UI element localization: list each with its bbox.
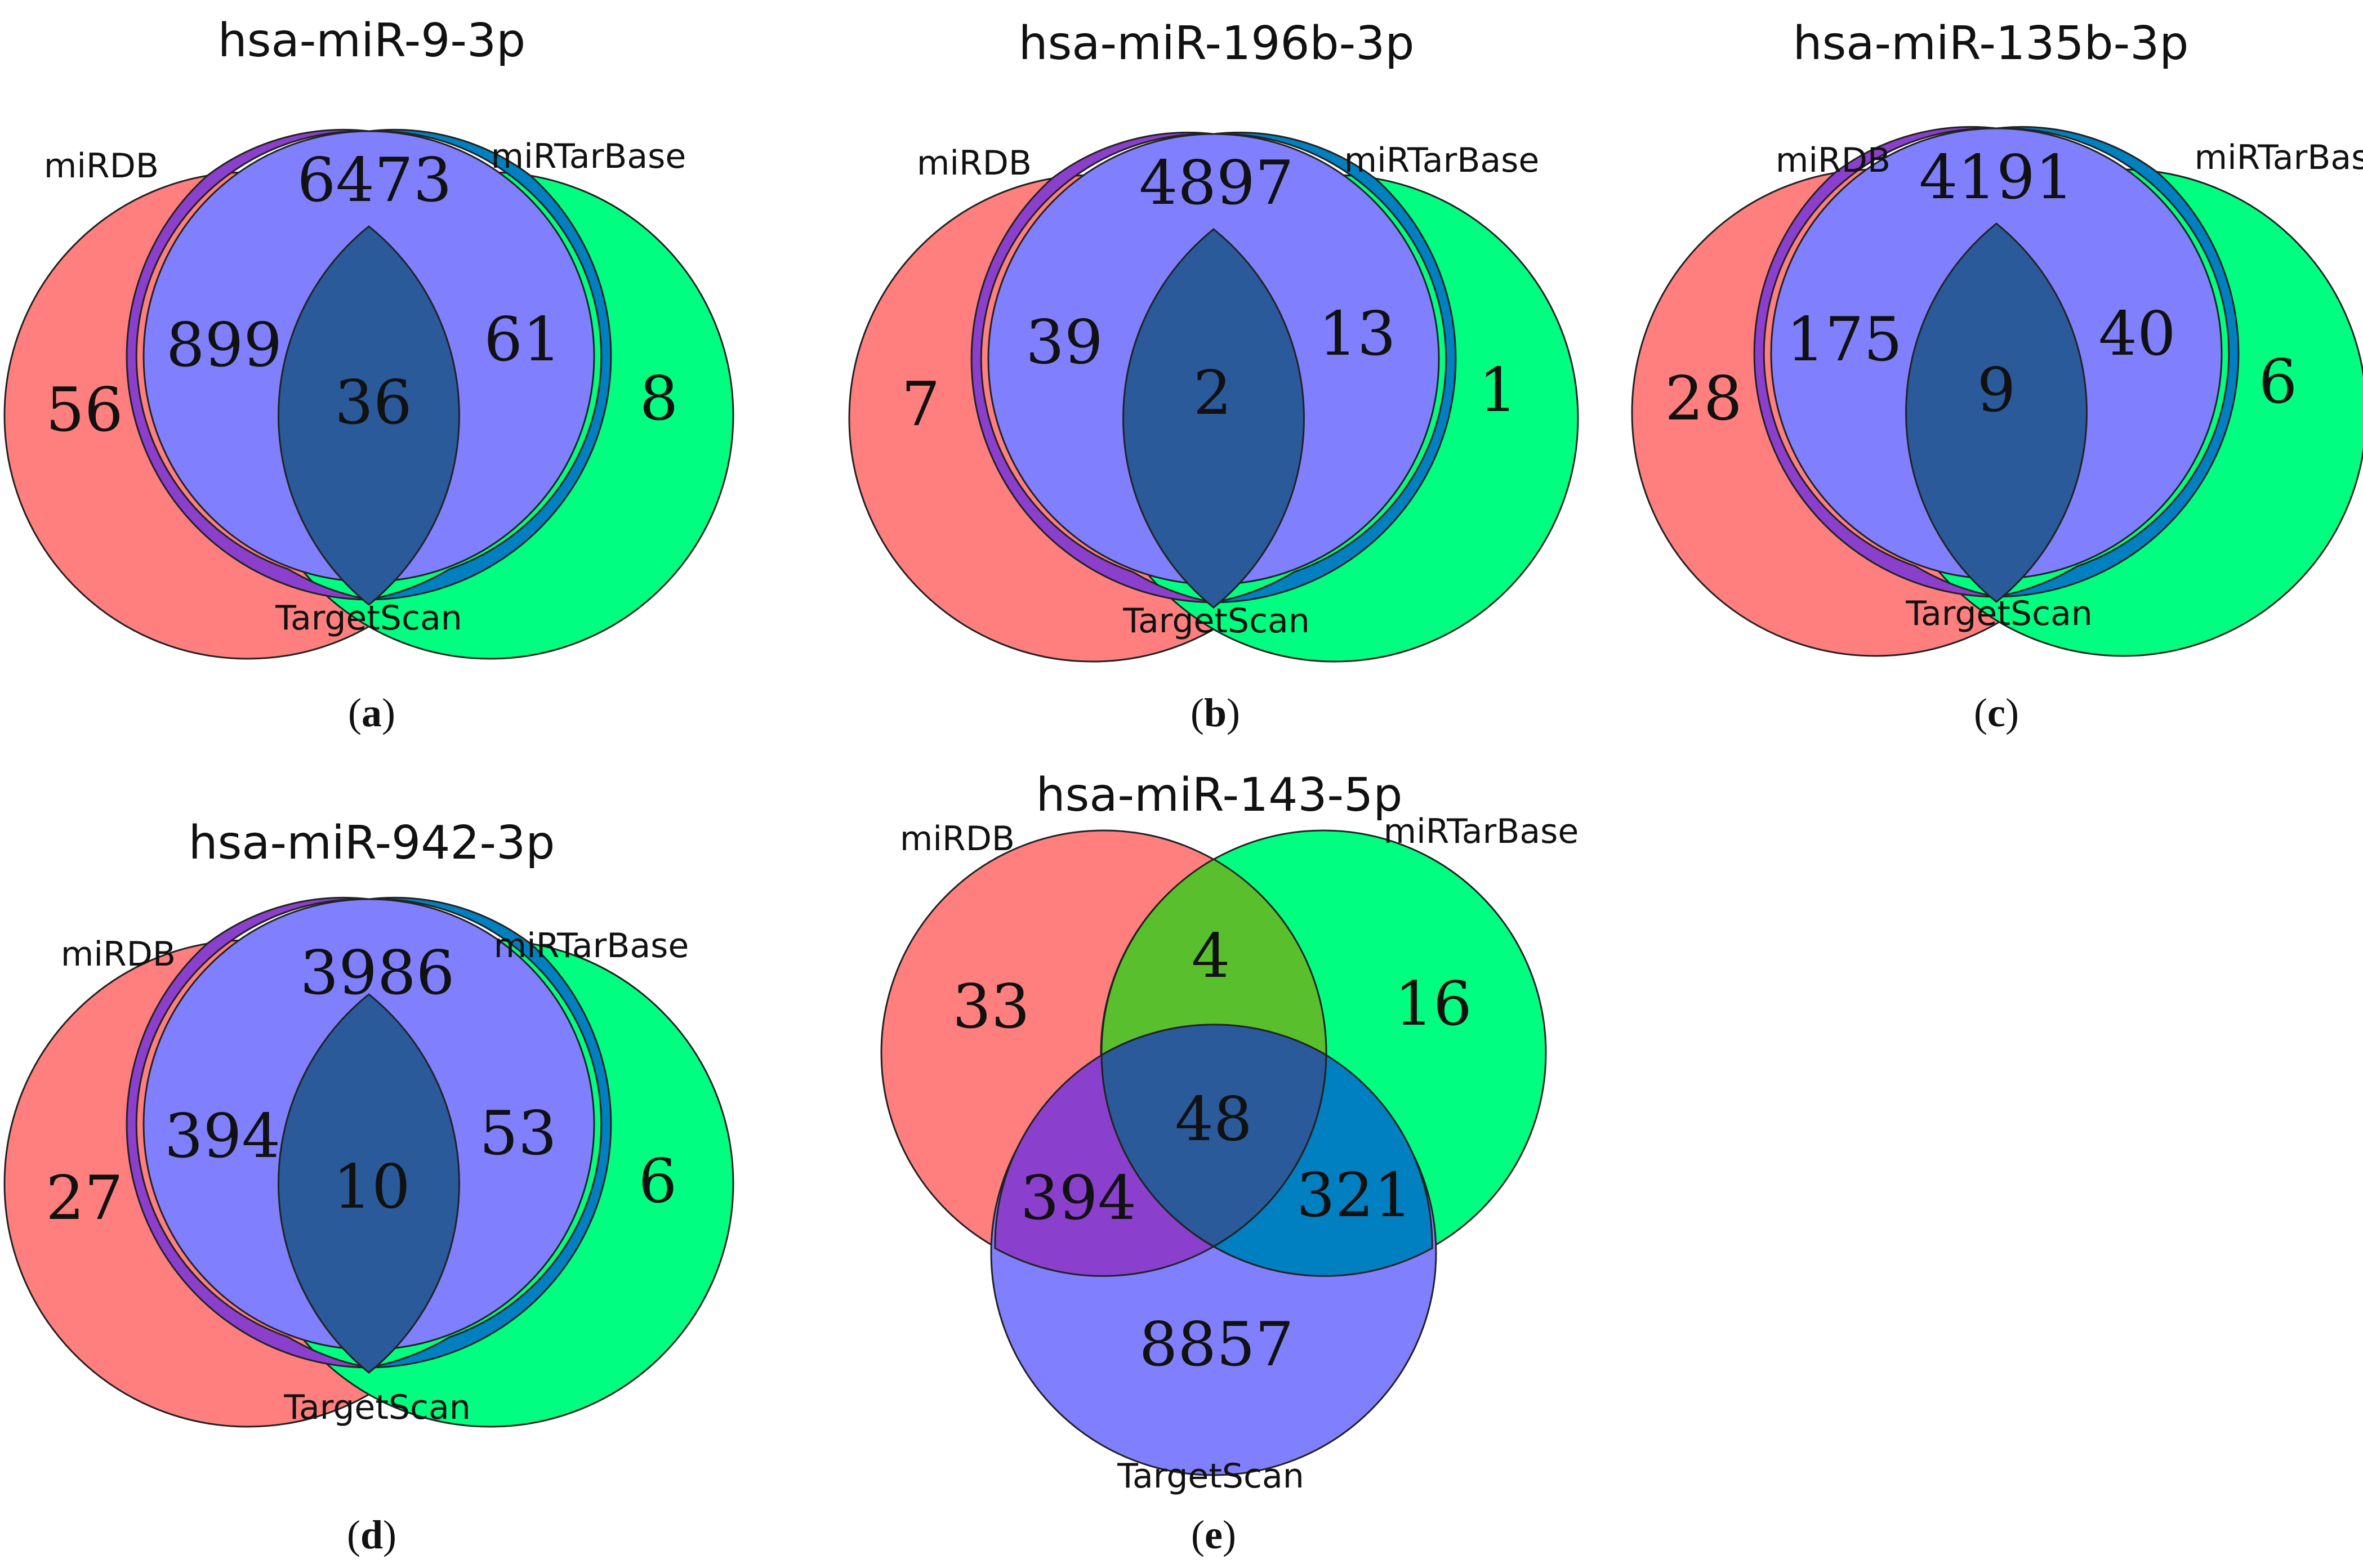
set-label-mirtarbase: miRTarBase [494, 926, 689, 966]
set-label-mirtarbase: miRTarBase [2195, 138, 2363, 177]
region-all-three [1100, 1024, 1327, 1248]
set-label-mirdb: miRDB [917, 144, 1032, 183]
count-mirdb-targetscan: 39 [1026, 307, 1103, 378]
count-mirtarbase-targetscan: 321 [1296, 1160, 1412, 1231]
count-mirdb-only: 33 [952, 972, 1029, 1042]
count-mirdb-targetscan: 899 [166, 310, 282, 381]
panel-title: hsa-miR-143-5p [1036, 769, 1403, 822]
region-mirtarbase-targetscan [1213, 131, 1457, 604]
region-all-three [1122, 228, 1305, 609]
count-mirtarbase-only: 16 [1394, 969, 1472, 1039]
caption-letter: b [1204, 690, 1227, 735]
count-mirdb-only: 28 [1665, 364, 1742, 434]
count-mirtarbase-targetscan: 53 [479, 1098, 556, 1169]
panel-title: hsa-miR-9-3p [218, 14, 525, 68]
caption-letter: c [1987, 690, 2005, 735]
count-mirdb-only: 27 [46, 1163, 123, 1234]
set-label-mirdb: miRDB [1776, 141, 1891, 180]
panel-caption: (e) [1191, 1512, 1236, 1557]
count-mirdb-only: 56 [46, 375, 123, 445]
count-mirtarbase-only: 6 [639, 1146, 677, 1217]
region-all-three [278, 225, 460, 606]
count-targetscan-only: 4897 [1139, 148, 1294, 218]
count-mirdb-mirtarbase: 4 [1192, 921, 1230, 991]
count-targetscan-only: 3986 [300, 938, 455, 1008]
set-label-mirdb: miRDB [61, 935, 176, 974]
region-mirdb-targetscan [126, 128, 369, 601]
region-mirdb-targetscan [1753, 126, 1997, 598]
set-label-targetscan: TargetScan [1117, 1457, 1304, 1496]
set-label-targetscan: TargetScan [283, 1388, 471, 1427]
count-mirtarbase-only: 8 [640, 364, 679, 434]
count-mirdb-targetscan: 394 [164, 1101, 280, 1172]
panel-e: hsa-miR-143-5p miRDB miRTarBase TargetSc… [880, 769, 1579, 1557]
count-targetscan-only: 6473 [297, 145, 452, 216]
panel-a: hsa-miR-9-3p miRDB miRTarBase TargetScan… [3, 14, 734, 735]
region-mirtarbase-targetscan [368, 896, 612, 1369]
count-mirdb-targetscan: 394 [1020, 1163, 1136, 1234]
count-all-three: 36 [335, 368, 412, 438]
region-all-three [278, 993, 460, 1374]
region-mirdb-targetscan [126, 896, 369, 1369]
panel-title: hsa-miR-196b-3p [1019, 17, 1415, 70]
caption-letter: d [360, 1512, 383, 1557]
panel-title: hsa-miR-135b-3p [1793, 17, 2189, 70]
set-label-mirdb: miRDB [900, 819, 1015, 859]
count-mirtarbase-targetscan: 40 [2098, 299, 2175, 369]
panel-d: hsa-miR-942-3p miRDB miRTarBase TargetSc… [3, 816, 734, 1557]
count-mirtarbase-only: 6 [2259, 347, 2298, 417]
count-all-three: 10 [333, 1152, 410, 1222]
count-mirdb-targetscan: 175 [1786, 305, 1902, 375]
region-mirtarbase-targetscan [368, 128, 612, 601]
set-label-mirtarbase: miRTarBase [491, 137, 686, 176]
count-mirdb-only: 7 [902, 369, 940, 440]
set-label-mirtarbase: miRTarBase [1384, 812, 1579, 851]
set-label-targetscan: TargetScan [1905, 594, 2093, 633]
panel-caption: (d) [347, 1512, 396, 1557]
panel-caption: (b) [1191, 690, 1240, 735]
region-mirtarbase-targetscan [1996, 126, 2240, 598]
count-mirtarbase-only: 1 [1479, 355, 1518, 426]
count-all-three: 9 [1977, 355, 2016, 426]
count-targetscan-only: 8857 [1139, 1310, 1294, 1380]
panel-caption: (c) [1974, 690, 2019, 735]
count-targetscan-only: 4191 [1919, 142, 2074, 213]
caption-letter: a [362, 690, 382, 735]
caption-letter: e [1205, 1512, 1223, 1557]
region-mirdb-targetscan [970, 131, 1214, 604]
count-mirtarbase-targetscan: 61 [484, 305, 561, 375]
count-mirtarbase-targetscan: 13 [1318, 299, 1395, 369]
set-label-targetscan: TargetScan [275, 598, 462, 638]
panel-caption: (a) [348, 690, 395, 735]
set-label-mirtarbase: miRTarBase [1344, 141, 1540, 180]
set-label-targetscan: TargetScan [1122, 601, 1310, 641]
panel-c: hsa-miR-135b-3p miRDB miRTarBase TargetS… [1631, 17, 2363, 735]
panel-title: hsa-miR-942-3p [189, 816, 555, 870]
count-all-three: 2 [1193, 358, 1232, 428]
panel-b: hsa-miR-196b-3p miRDB miRTarBase TargetS… [848, 17, 1579, 735]
region-all-three [1905, 222, 2088, 603]
count-all-three: 48 [1175, 1084, 1252, 1155]
set-label-mirdb: miRDB [44, 146, 159, 186]
